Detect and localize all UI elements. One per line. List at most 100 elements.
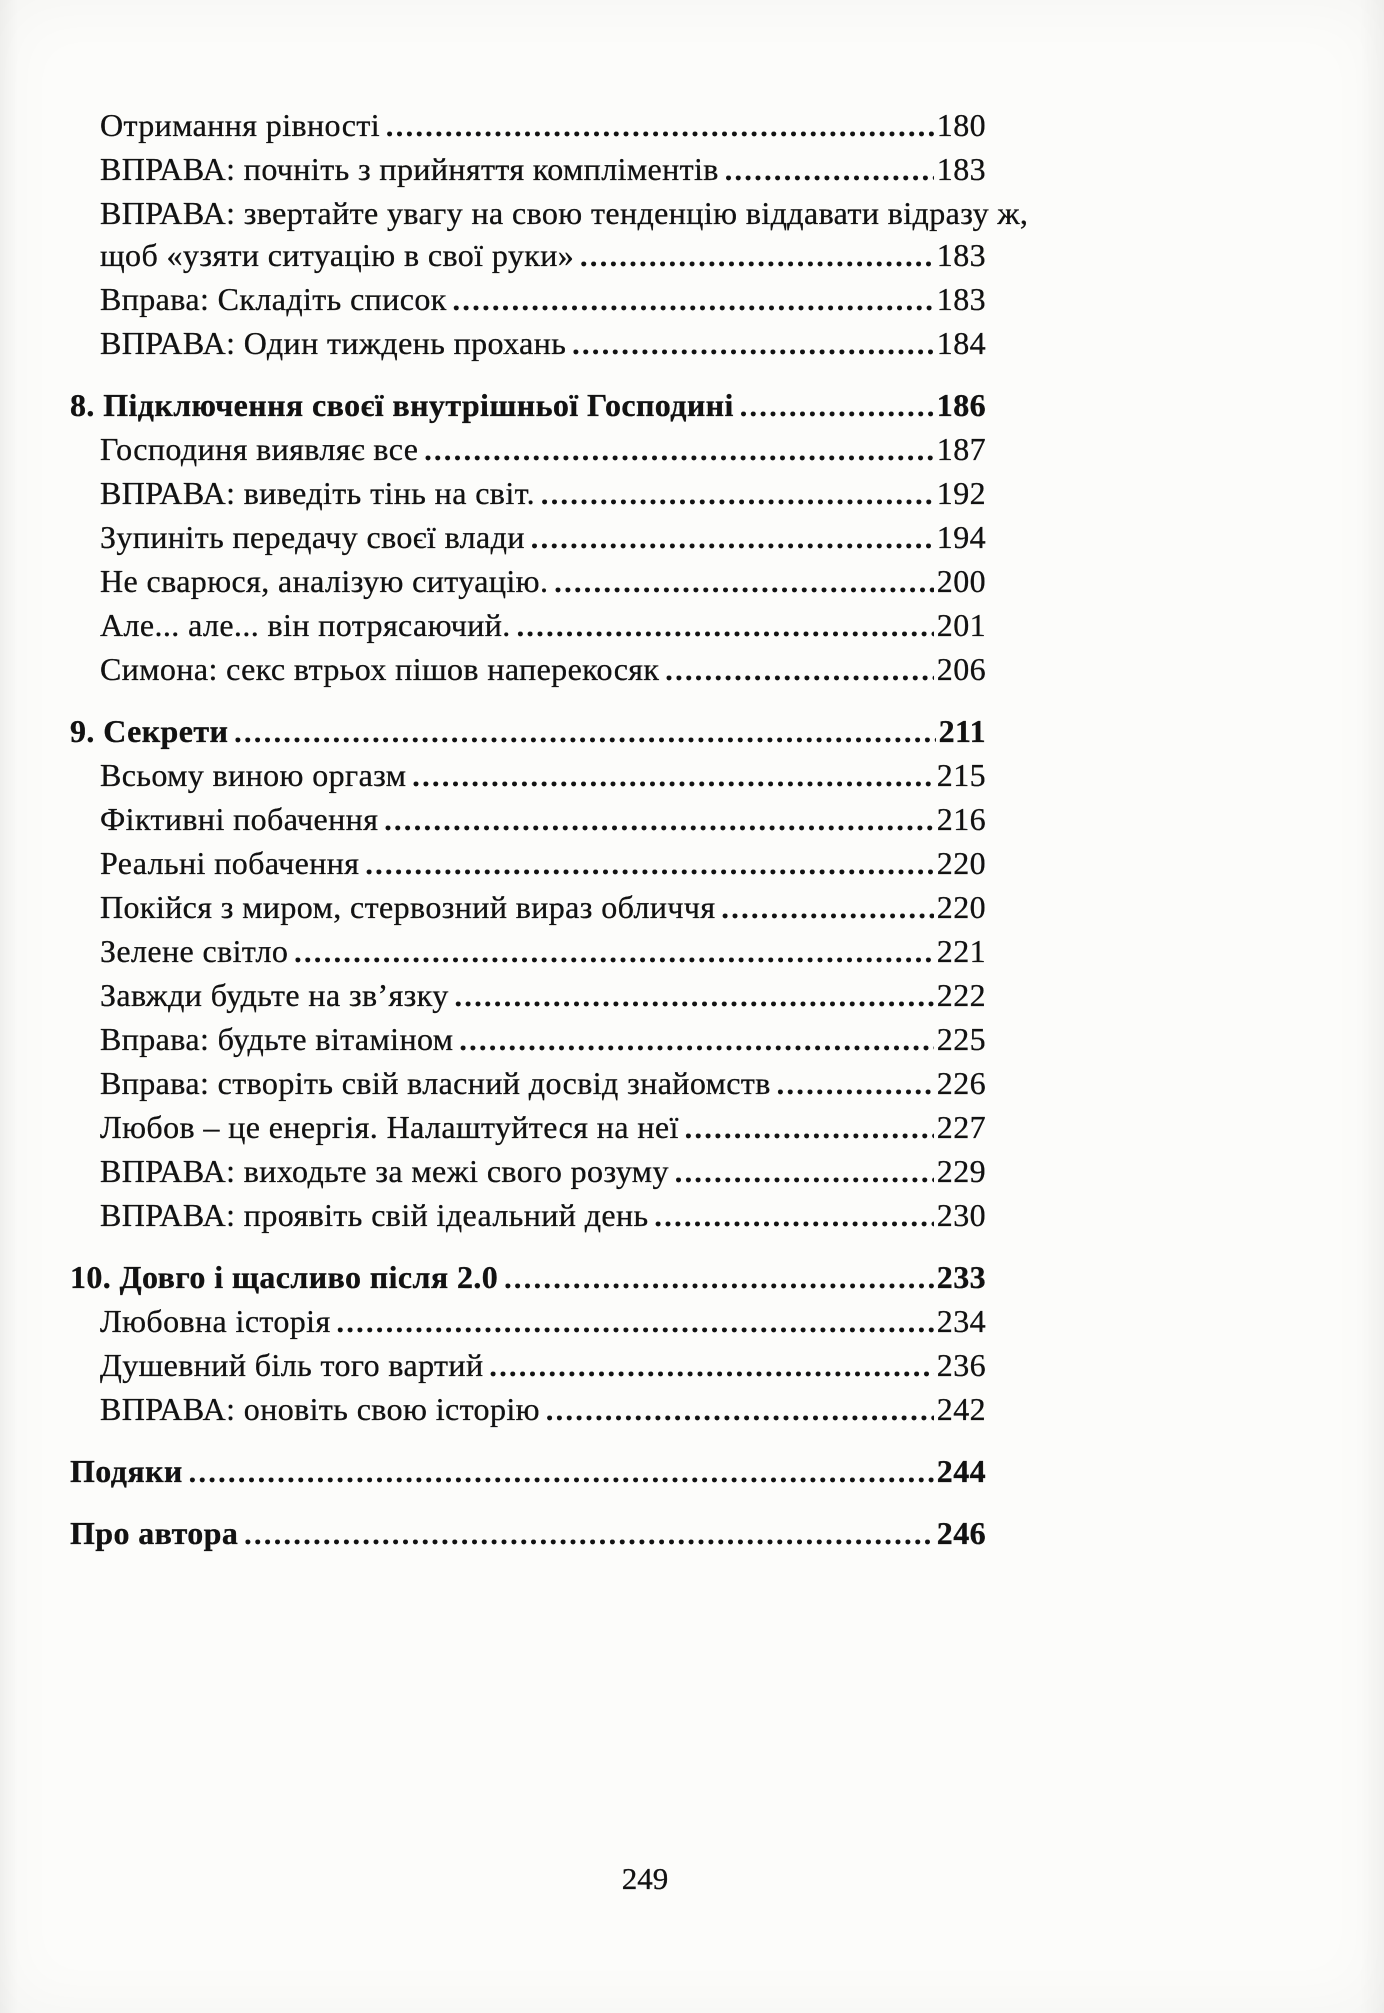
toc-entry: Вправа: створіть свій власний досвід зна…	[70, 1062, 986, 1106]
toc-entry: Отримання рівності 180	[70, 104, 986, 148]
toc-entry: Вправа: Складіть список 183	[70, 278, 986, 322]
dot-leader	[365, 842, 933, 886]
toc-entry-title: 10. Довго і щасливо після 2.0	[70, 1259, 499, 1295]
toc-entry-title: Подяки	[70, 1453, 183, 1489]
toc-entry-page: 211	[938, 713, 986, 749]
toc-entry-title: Господиня виявляє все	[100, 431, 419, 467]
toc-entry-page: 233	[936, 1259, 986, 1295]
toc-entry-title: Всьому виною оргазм	[100, 757, 407, 793]
toc-entry-title: Любов – це енергія. Налаштуйтеся на неї	[100, 1109, 679, 1145]
dot-leader	[655, 1194, 934, 1238]
dot-leader	[665, 648, 933, 692]
toc-entry: 9. Секрети 211	[70, 710, 986, 754]
toc-entry-page: 194	[936, 519, 986, 555]
toc-entry-title: ВПРАВА: почніть з прийняття компліментів	[100, 151, 719, 187]
dot-leader	[294, 930, 934, 974]
toc-entry-title: Не сварюся, аналізую ситуацію.	[100, 563, 549, 599]
toc-entry-page: 229	[936, 1153, 986, 1189]
toc-entry-title: Про автора	[70, 1515, 239, 1551]
page-number: 249	[621, 1861, 669, 1896]
toc-entry: Завжди будьте на зв’язку 222	[70, 974, 986, 1018]
dot-leader	[541, 472, 934, 516]
toc-entry-page: 186	[936, 387, 986, 423]
toc-entry-page: 244	[936, 1453, 986, 1489]
toc-entry: ВПРАВА: звертайте увагу на свою тенденці…	[70, 192, 1028, 234]
toc-entry: ВПРАВА: почніть з прийняття компліментів…	[70, 148, 986, 192]
toc-entry-title: Душевний біль того вартий	[100, 1347, 484, 1383]
toc-entry-title: Любовна історія	[100, 1303, 331, 1339]
dot-leader	[189, 1450, 934, 1494]
toc-entry-page: 230	[936, 1197, 986, 1233]
toc-entry: Симона: секс втрьох пішов наперекосяк 206	[70, 648, 986, 692]
toc-entry-title: Але... але... він потрясаючий.	[100, 607, 511, 643]
toc-entry-page: 220	[936, 845, 986, 881]
toc-entry: ВПРАВА: проявіть свій ідеальний день 230	[70, 1194, 986, 1238]
toc-entry-page: 206	[936, 651, 986, 687]
toc-entry-title: Симона: секс втрьох пішов наперекосяк	[100, 651, 660, 687]
toc-entry-title: ВПРАВА: Один тиждень прохань	[100, 325, 567, 361]
toc-entry-title: Зупиніть передачу своєї влади	[100, 519, 525, 555]
toc-entry-page: 215	[936, 757, 986, 793]
toc-entry-title: ВПРАВА: звертайте увагу на свою тенденці…	[100, 195, 1029, 231]
toc-entry-title: щоб «узяти ситуацію в свої руки»	[100, 237, 575, 273]
toc-entry-page: 227	[936, 1109, 986, 1145]
toc-entry-title: Вправа: Складіть список	[100, 281, 447, 317]
toc-entry-title: ВПРАВА: проявіть свій ідеальний день	[100, 1197, 649, 1233]
dot-leader	[517, 604, 934, 648]
dot-leader	[722, 886, 934, 930]
toc-entry-page: 242	[936, 1391, 986, 1427]
toc-entry-title: Вправа: будьте вітаміном	[100, 1021, 454, 1057]
toc-entry: Покійся з миром, стервозний вираз обличч…	[70, 886, 986, 930]
toc-entry-page: 246	[936, 1515, 986, 1551]
toc-entry: Вправа: будьте вітаміном 225	[70, 1018, 986, 1062]
toc-entry: Реальні побачення 220	[70, 842, 986, 886]
toc-entry: Фіктивні побачення 216	[70, 798, 986, 842]
toc-entry-title: 8. Підключення своєї внутрішньої Господи…	[70, 387, 734, 423]
dot-leader	[412, 754, 933, 798]
dot-leader	[725, 148, 934, 192]
toc-entry-page: 183	[936, 151, 986, 187]
toc-entry-page: 183	[936, 237, 986, 273]
toc-entry-page: 216	[936, 801, 986, 837]
toc-entry-title: Зелене світло	[100, 933, 289, 969]
toc-entry: ВПРАВА: оновіть свою історію 242	[70, 1388, 986, 1432]
toc-entry-page: 201	[936, 607, 986, 643]
toc-entry: Подяки 244	[70, 1450, 986, 1494]
toc-entry: 10. Довго і щасливо після 2.0 233	[70, 1256, 986, 1300]
toc-entry: ВПРАВА: виведіть тінь на світ. 192	[70, 472, 986, 516]
toc-entry-page: 180	[936, 107, 986, 143]
toc-entry-page: 225	[936, 1021, 986, 1057]
toc-entry-title: ВПРАВА: виведіть тінь на світ.	[100, 475, 535, 511]
dot-leader	[777, 1062, 934, 1106]
toc-entry-page: 184	[936, 325, 986, 361]
dot-leader	[531, 516, 934, 560]
toc-entry-page: 234	[936, 1303, 986, 1339]
toc-entry: 8. Підключення своєї внутрішньої Господи…	[70, 384, 986, 428]
toc-entry-page: 236	[936, 1347, 986, 1383]
toc-entry-page: 220	[936, 889, 986, 925]
toc-entry-title: ВПРАВА: виходьте за межі свого розуму	[100, 1153, 669, 1189]
toc-entry-title: 9. Секрети	[70, 713, 229, 749]
toc-entry-page: 200	[936, 563, 986, 599]
toc-entry-page: 221	[936, 933, 986, 969]
dot-leader	[572, 322, 934, 366]
dot-leader	[459, 1018, 933, 1062]
table-of-contents: Отримання рівності 180 ВПРАВА: почніть з п…	[70, 104, 1028, 1556]
toc-entry: Не сварюся, аналізую ситуацію. 200	[70, 560, 986, 604]
toc-entry-title: Фіктивні побачення	[100, 801, 379, 837]
toc-entry-title: Вправа: створіть свій власний досвід зна…	[100, 1065, 771, 1101]
toc-entry-title: Реальні побачення	[100, 845, 360, 881]
toc-entry: Про автора 246	[70, 1512, 986, 1556]
toc-entry: Любовна історія 234	[70, 1300, 986, 1344]
dot-leader	[546, 1388, 934, 1432]
dot-leader	[424, 428, 933, 472]
toc-entry-page: 192	[936, 475, 986, 511]
toc-entry: щоб «узяти ситуацію в свої руки» 183	[70, 234, 986, 278]
toc-entry: ВПРАВА: виходьте за межі свого розуму 229	[70, 1150, 986, 1194]
toc-entry-title: Покійся з миром, стервозний вираз обличч…	[100, 889, 716, 925]
dot-leader	[740, 384, 934, 428]
toc-entry: Зупиніть передачу своєї влади 194	[70, 516, 986, 560]
dot-leader	[554, 560, 933, 604]
dot-leader	[337, 1300, 934, 1344]
